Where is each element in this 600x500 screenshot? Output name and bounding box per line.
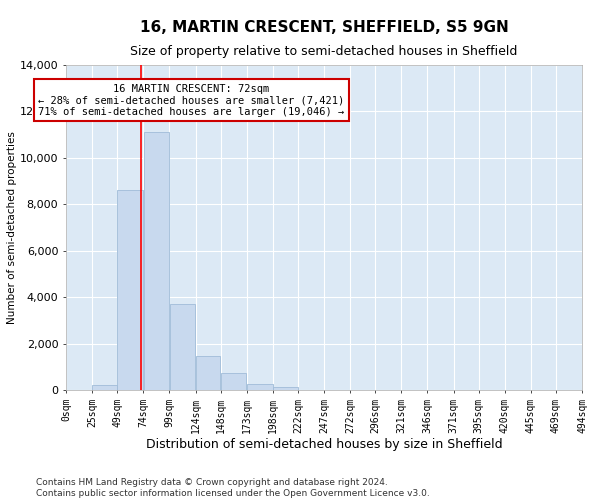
- X-axis label: Distribution of semi-detached houses by size in Sheffield: Distribution of semi-detached houses by …: [146, 438, 502, 452]
- Y-axis label: Number of semi-detached properties: Number of semi-detached properties: [7, 131, 17, 324]
- Bar: [247, 384, 272, 390]
- Text: Size of property relative to semi-detached houses in Sheffield: Size of property relative to semi-detach…: [130, 45, 518, 58]
- Bar: [118, 190, 143, 390]
- Bar: [221, 372, 247, 390]
- Text: Contains HM Land Registry data © Crown copyright and database right 2024.
Contai: Contains HM Land Registry data © Crown c…: [36, 478, 430, 498]
- Bar: [143, 132, 169, 390]
- Text: 16 MARTIN CRESCENT: 72sqm
← 28% of semi-detached houses are smaller (7,421)
71% : 16 MARTIN CRESCENT: 72sqm ← 28% of semi-…: [38, 84, 344, 117]
- Bar: [170, 304, 195, 390]
- Text: 16, MARTIN CRESCENT, SHEFFIELD, S5 9GN: 16, MARTIN CRESCENT, SHEFFIELD, S5 9GN: [140, 20, 508, 35]
- Bar: [92, 386, 117, 390]
- Bar: [196, 356, 220, 390]
- Bar: [273, 386, 298, 390]
